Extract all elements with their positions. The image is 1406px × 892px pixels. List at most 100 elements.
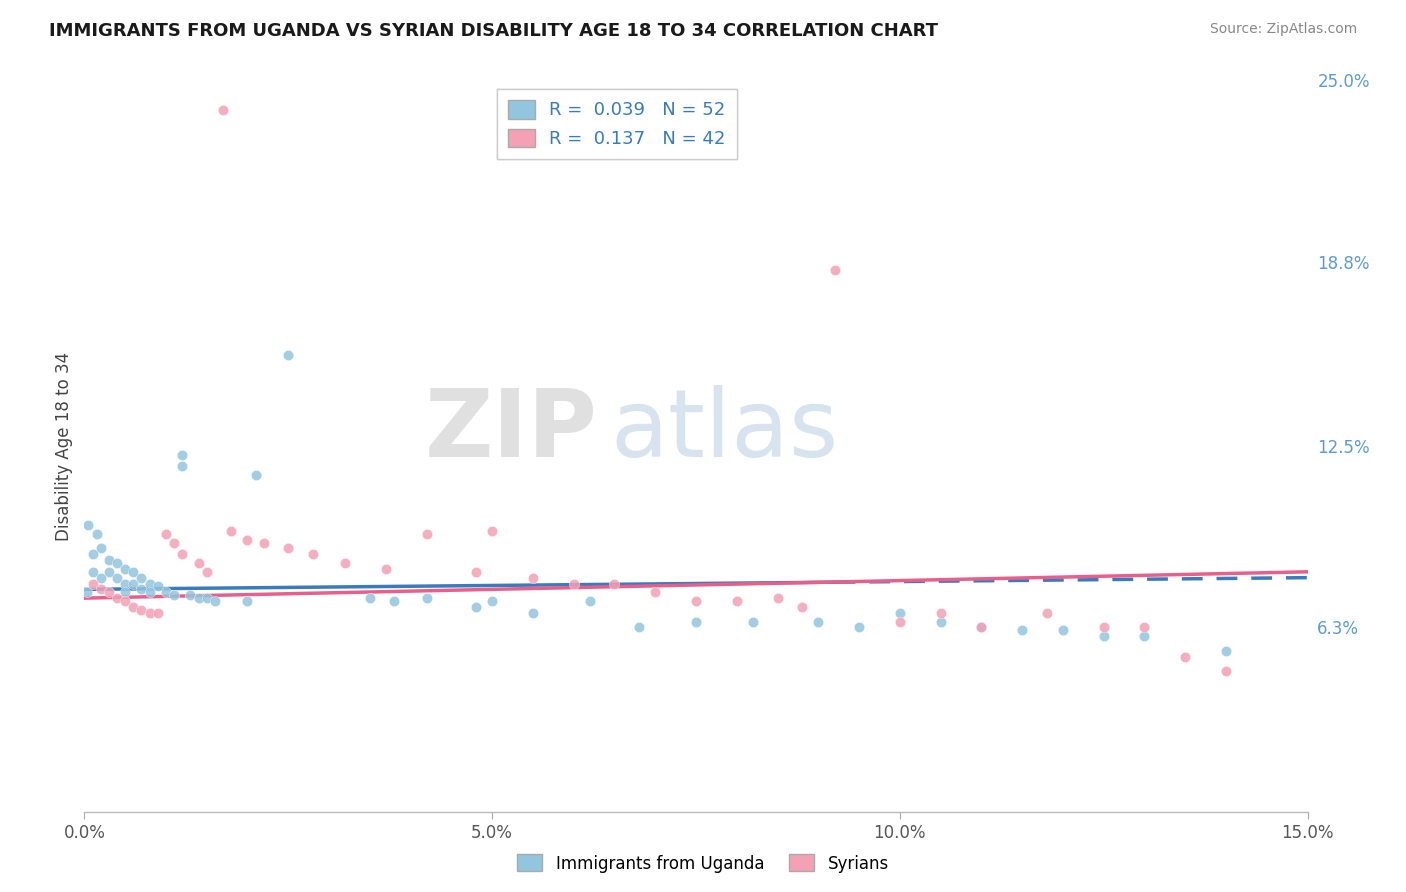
- Point: [122, 565, 145, 579]
- Point: [187, 556, 209, 570]
- Point: [131, 571, 153, 585]
- Point: [359, 591, 381, 606]
- Point: [970, 620, 993, 634]
- Point: [1092, 620, 1115, 634]
- Point: [301, 547, 323, 561]
- Point: [77, 518, 100, 533]
- Point: [335, 556, 357, 570]
- Point: [172, 547, 194, 561]
- Point: [163, 535, 186, 549]
- Point: [82, 547, 104, 561]
- Point: [179, 588, 201, 602]
- Point: [236, 533, 259, 547]
- Legend: R =  0.039   N = 52, R =  0.137   N = 42: R = 0.039 N = 52, R = 0.137 N = 42: [498, 89, 737, 159]
- Point: [1215, 644, 1237, 658]
- Point: [82, 576, 104, 591]
- Point: [204, 594, 226, 608]
- Point: [82, 565, 104, 579]
- Point: [464, 565, 486, 579]
- Point: [929, 615, 952, 629]
- Point: [163, 588, 186, 602]
- Text: IMMIGRANTS FROM UGANDA VS SYRIAN DISABILITY AGE 18 TO 34 CORRELATION CHART: IMMIGRANTS FROM UGANDA VS SYRIAN DISABIL…: [49, 22, 938, 40]
- Point: [236, 594, 259, 608]
- Legend: Immigrants from Uganda, Syrians: Immigrants from Uganda, Syrians: [510, 847, 896, 880]
- Point: [97, 553, 120, 567]
- Point: [742, 615, 765, 629]
- Point: [122, 576, 145, 591]
- Point: [929, 606, 952, 620]
- Point: [603, 576, 626, 591]
- Point: [824, 263, 846, 277]
- Point: [131, 582, 153, 597]
- Point: [138, 576, 160, 591]
- Point: [1215, 665, 1237, 679]
- Point: [685, 594, 707, 608]
- Point: [375, 562, 398, 576]
- Point: [86, 526, 108, 541]
- Point: [970, 620, 993, 634]
- Point: [1174, 649, 1197, 664]
- Point: [889, 606, 911, 620]
- Point: [97, 565, 120, 579]
- Point: [416, 591, 439, 606]
- Point: [562, 576, 585, 591]
- Point: [481, 594, 503, 608]
- Point: [114, 576, 136, 591]
- Point: [187, 591, 209, 606]
- Point: [114, 562, 136, 576]
- Point: [195, 565, 218, 579]
- Point: [644, 585, 666, 599]
- Point: [1133, 620, 1156, 634]
- Point: [122, 599, 145, 614]
- Point: [114, 585, 136, 599]
- Text: ZIP: ZIP: [425, 385, 598, 477]
- Text: Source: ZipAtlas.com: Source: ZipAtlas.com: [1209, 22, 1357, 37]
- Point: [1133, 629, 1156, 643]
- Point: [90, 541, 112, 556]
- Point: [522, 606, 544, 620]
- Point: [725, 594, 748, 608]
- Point: [889, 615, 911, 629]
- Point: [790, 599, 813, 614]
- Point: [685, 615, 707, 629]
- Point: [464, 599, 486, 614]
- Point: [138, 585, 160, 599]
- Point: [90, 571, 112, 585]
- Point: [155, 526, 177, 541]
- Point: [1092, 629, 1115, 643]
- Text: atlas: atlas: [610, 385, 838, 477]
- Point: [90, 582, 112, 597]
- Point: [212, 103, 235, 117]
- Point: [277, 541, 299, 556]
- Point: [253, 535, 276, 549]
- Point: [277, 348, 299, 362]
- Point: [245, 468, 267, 483]
- Point: [848, 620, 870, 634]
- Point: [1011, 624, 1033, 638]
- Point: [172, 448, 194, 462]
- Point: [105, 591, 128, 606]
- Point: [416, 526, 439, 541]
- Point: [172, 459, 194, 474]
- Point: [105, 571, 128, 585]
- Point: [219, 524, 242, 538]
- Point: [146, 579, 169, 593]
- Point: [105, 556, 128, 570]
- Point: [138, 606, 160, 620]
- Point: [146, 606, 169, 620]
- Point: [1052, 624, 1074, 638]
- Point: [522, 571, 544, 585]
- Point: [195, 591, 218, 606]
- Point: [155, 585, 177, 599]
- Point: [766, 591, 789, 606]
- Point: [1035, 606, 1057, 620]
- Point: [481, 524, 503, 538]
- Point: [76, 585, 98, 599]
- Point: [114, 594, 136, 608]
- Point: [627, 620, 650, 634]
- Point: [131, 603, 153, 617]
- Point: [579, 594, 602, 608]
- Point: [807, 615, 830, 629]
- Y-axis label: Disability Age 18 to 34: Disability Age 18 to 34: [55, 351, 73, 541]
- Point: [97, 585, 120, 599]
